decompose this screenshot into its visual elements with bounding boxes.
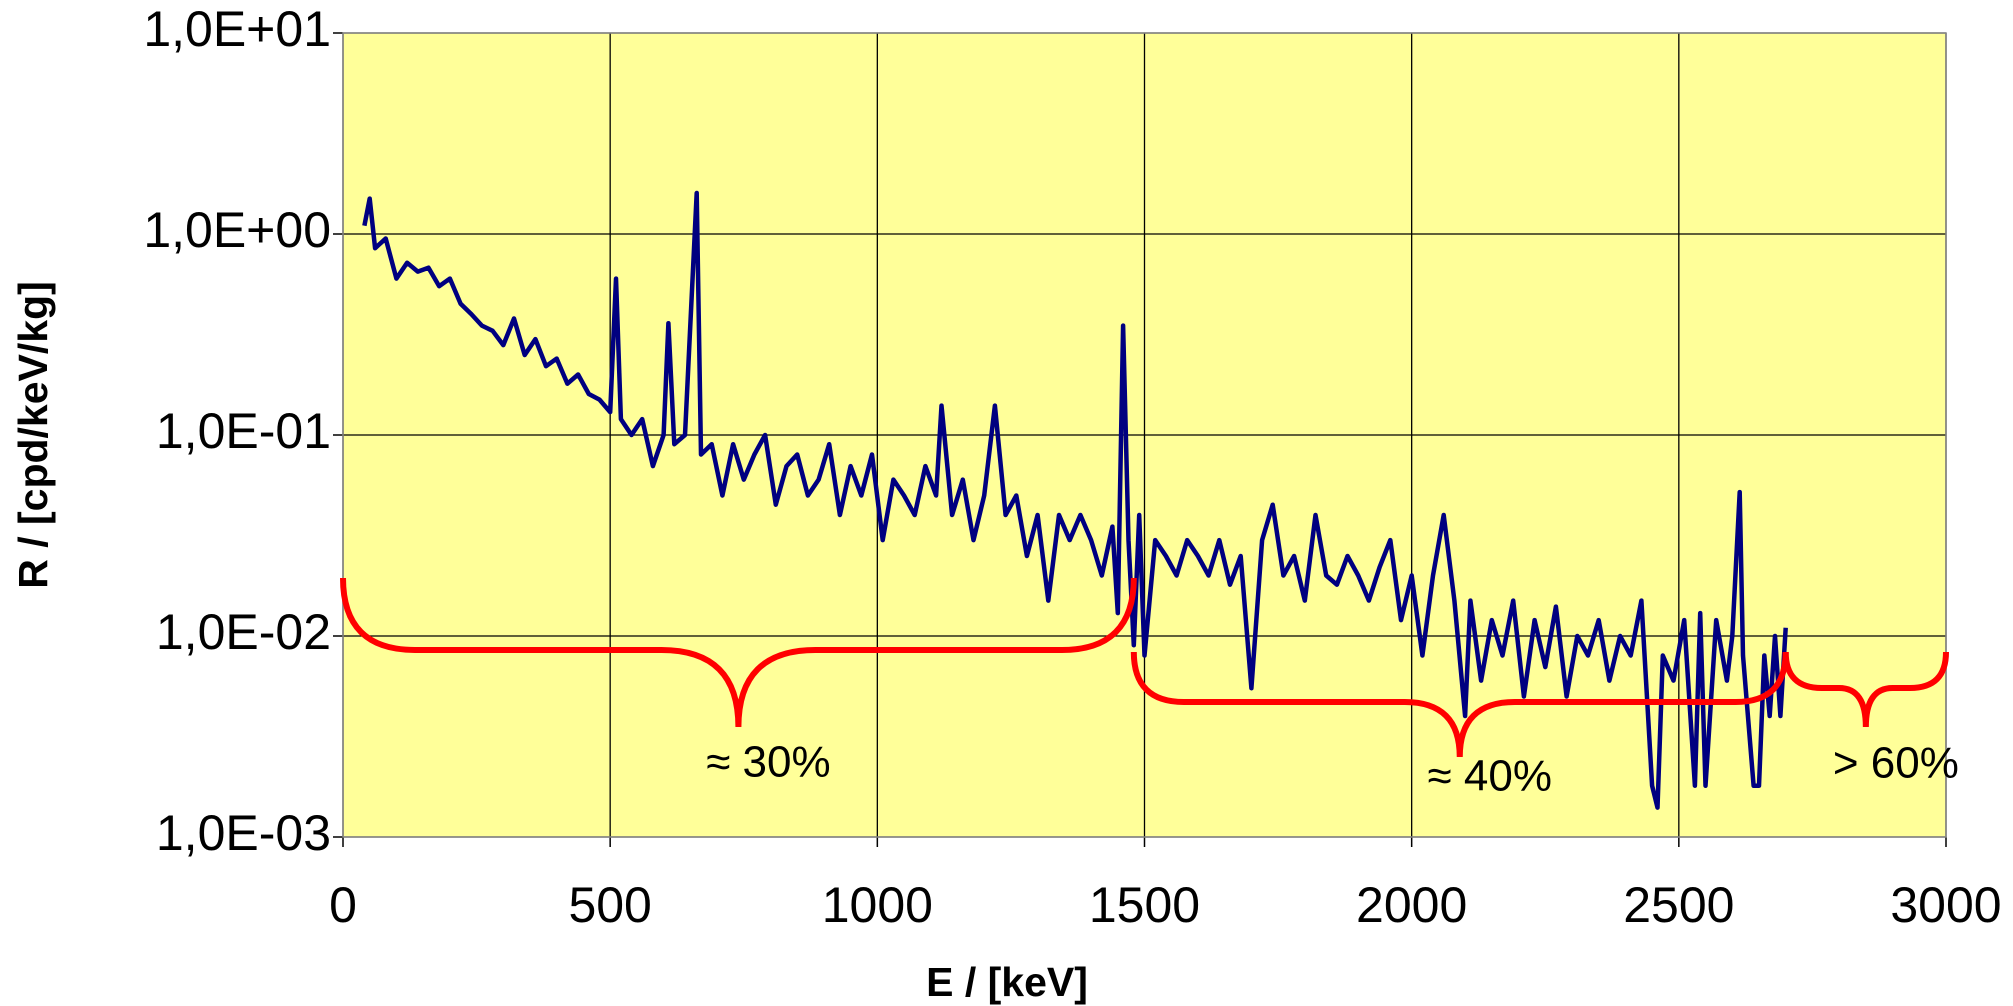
y-tick-label: 1,0E+00 <box>143 202 331 258</box>
x-tick-label: 1000 <box>822 877 933 933</box>
brace <box>1130 651 1789 758</box>
plot-border <box>342 32 1947 838</box>
y-tick-label: 1,0E-01 <box>156 403 331 459</box>
x-tick-label: 3000 <box>1890 877 2001 933</box>
y-tick-label: 1,0E-02 <box>156 604 331 660</box>
data-line <box>362 190 1788 810</box>
brace <box>340 577 1137 728</box>
x-tick-label: 2000 <box>1356 877 1467 933</box>
brace <box>1782 651 1949 728</box>
y-tick-label: 1,0E+01 <box>143 1 331 57</box>
y-tick-label: 1,0E-03 <box>156 805 331 861</box>
y-axis-label: R / [cpd/keV/kg] <box>10 281 56 589</box>
x-axis-label: E / [keV] <box>926 959 1088 1005</box>
x-tick-label: 2500 <box>1623 877 1734 933</box>
annotation: ≈ 40% <box>1428 752 1552 801</box>
annotation: ≈ 30% <box>706 738 830 787</box>
x-tick-label: 500 <box>568 877 651 933</box>
annotation: > 60% <box>1833 739 1959 788</box>
x-tick-label: 0 <box>329 877 357 933</box>
x-tick-label: 1500 <box>1089 877 1200 933</box>
